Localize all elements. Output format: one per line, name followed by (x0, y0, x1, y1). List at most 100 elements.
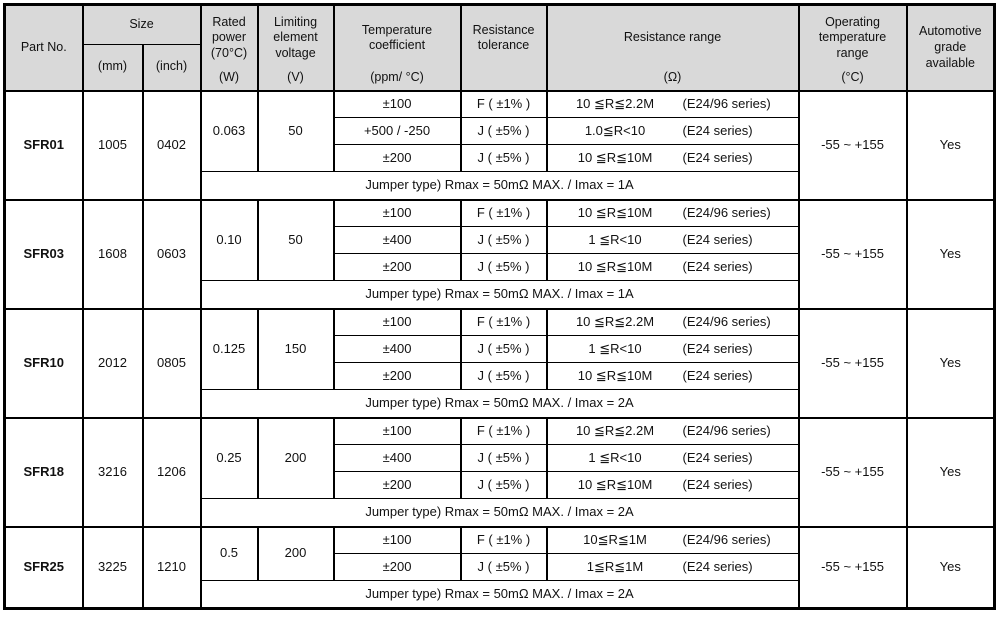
part-no-value: SFR18 (23, 463, 64, 479)
table-row: SFR10 2012 0805 0.125 150 ±100 F ( ±1% )… (3, 307, 996, 418)
size-inch-cell: 0603 (141, 198, 202, 309)
tolerance-cell: F ( ±1% ) (459, 198, 548, 227)
spec-table: Part No. Size Rated power (70°C) (W) Lim… (3, 3, 997, 610)
temp-coefficient-value: ±100 (382, 95, 412, 111)
tolerance-value: J ( ±5% ) (477, 367, 530, 383)
size-mm-label: (mm) (97, 59, 128, 74)
table-row: ±400 J ( ±5% ) 1 ≦R<10 (E24 series) (5, 226, 995, 254)
part-no-cell: SFR18 (3, 416, 84, 527)
operating-temp-value: -55 ~ +155 (821, 354, 884, 370)
temp-coefficient-unit: (ppm/ °C) (370, 69, 424, 84)
size-inch-label: (inch) (155, 59, 188, 74)
col-header-temp-coefficient: Temperature coefficient (ppm/ °C) (332, 4, 462, 91)
temp-coefficient-cell: ±200 (332, 144, 462, 172)
jumper-note-cell: Jumper type) Rmax = 50mΩ MAX. / Imax = 2… (199, 389, 800, 418)
part-no-header-label: Part No. (20, 39, 67, 54)
table-row: SFR01 1005 0402 0.063 50 ±100 F ( ±1% ) … (3, 89, 996, 200)
part-no-value: SFR01 (23, 136, 64, 152)
automotive-header-label: Automotive grade available (919, 24, 982, 70)
jumper-note-value: Jumper type) Rmax = 50mΩ MAX. / Imax = 1… (365, 176, 634, 192)
resistance-range-cell: 10 ≦R≦10M (E24 series) (545, 253, 800, 281)
col-header-rated-power: Rated power (70°C) (W) (199, 4, 259, 91)
resistance-tolerance-unit-spacer (464, 69, 544, 88)
tolerance-cell: F ( ±1% ) (459, 525, 548, 554)
limiting-voltage-cell: 150 (256, 307, 335, 390)
part-no-cell: SFR10 (3, 307, 84, 418)
operating-temp-cell: -55 ~ +155 (797, 198, 908, 309)
operating-temp-value: -55 ~ +155 (821, 463, 884, 479)
temp-coefficient-value: ±200 (382, 476, 412, 492)
limiting-voltage-value: 200 (284, 545, 307, 561)
temp-coefficient-cell: ±100 (332, 198, 462, 227)
table-row: ±400 J ( ±5% ) 1 ≦R<10 (E24 series) (5, 335, 995, 363)
table-row: SFR25 3225 1210 0.5 200 ±100 F ( ±1% ) 1… (3, 525, 996, 609)
temp-coefficient-value: ±200 (382, 149, 412, 165)
automotive-value: Yes (939, 136, 961, 152)
operating-temp-unit: (°C) (841, 69, 864, 84)
jumper-note-cell: Jumper type) Rmax = 50mΩ MAX. / Imax = 1… (199, 280, 800, 309)
rated-power-value: 0.25 (216, 449, 242, 465)
range-series: (E24 series) (682, 340, 753, 356)
rated-power-value: 0.10 (216, 231, 242, 247)
table-header: Part No. Size Rated power (70°C) (W) Lim… (3, 4, 996, 91)
tolerance-cell: F ( ±1% ) (459, 416, 548, 445)
resistance-range-cell: 10 ≦R≦10M (E24 series) (545, 362, 800, 390)
part-no-value: SFR25 (23, 558, 64, 574)
temp-coefficient-value: ±200 (382, 558, 412, 574)
tolerance-value: J ( ±5% ) (477, 476, 530, 492)
operating-temp-cell: -55 ~ +155 (797, 307, 908, 418)
resistance-range-cell: 10 ≦R≦2.2M (E24/96 series) (545, 307, 800, 336)
temp-coefficient-cell: ±400 (332, 444, 462, 472)
operating-temp-value: -55 ~ +155 (821, 558, 884, 574)
resistance-range-cell: 10 ≦R≦10M (E24 series) (545, 471, 800, 499)
tolerance-cell: J ( ±5% ) (459, 226, 548, 254)
resistance-range-header-label: Resistance range (623, 30, 722, 45)
temp-coefficient-value: ±100 (382, 422, 412, 438)
jumper-note-value: Jumper type) Rmax = 50mΩ MAX. / Imax = 1… (365, 285, 634, 301)
operating-temp-cell: -55 ~ +155 (797, 89, 908, 200)
table-row: Jumper type) Rmax = 50mΩ MAX. / Imax = 2… (5, 498, 995, 527)
range-value: 1 ≦R<10 (588, 340, 642, 356)
tolerance-value: F ( ±1% ) (476, 313, 531, 329)
jumper-note-value: Jumper type) Rmax = 50mΩ MAX. / Imax = 2… (365, 394, 634, 410)
range-series: (E24 series) (682, 449, 753, 465)
table-row: ±200 J ( ±5% ) 1≦R≦1M (E24 series) (5, 553, 995, 581)
table-row: Jumper type) Rmax = 50mΩ MAX. / Imax = 1… (5, 171, 995, 200)
range-value: 1≦R≦1M (586, 558, 644, 574)
tolerance-value: J ( ±5% ) (477, 122, 530, 138)
range-value: 10 ≦R≦10M (577, 258, 653, 274)
tolerance-value: J ( ±5% ) (477, 558, 530, 574)
col-header-part-no: Part No. (3, 4, 84, 91)
resistance-range-cell: 1≦R≦1M (E24 series) (545, 553, 800, 581)
tolerance-cell: J ( ±5% ) (459, 144, 548, 172)
temp-coefficient-value: +500 / -250 (363, 122, 431, 138)
temp-coefficient-cell: ±200 (332, 362, 462, 390)
size-mm-cell: 2012 (81, 307, 144, 418)
jumper-note-cell: Jumper type) Rmax = 50mΩ MAX. / Imax = 2… (199, 498, 800, 527)
jumper-note-cell: Jumper type) Rmax = 50mΩ MAX. / Imax = 2… (199, 580, 800, 609)
col-header-limiting-voltage: Limiting element voltage (V) (256, 4, 335, 91)
rated-power-cell: 0.125 (199, 307, 259, 390)
col-header-size-inch: (inch) (141, 44, 202, 91)
resistance-range-cell: 10 ≦R≦10M (E24 series) (545, 144, 800, 172)
limiting-voltage-value: 50 (288, 122, 303, 138)
operating-temp-header-label: Operating temperature range (818, 14, 887, 61)
range-series: (E24/96 series) (682, 95, 771, 111)
resistance-range-cell: 10 ≦R≦10M (E24/96 series) (545, 198, 800, 227)
tolerance-cell: J ( ±5% ) (459, 117, 548, 145)
table-row: ±200 J ( ±5% ) 10 ≦R≦10M (E24 series) (5, 253, 995, 281)
col-header-size: Size (81, 4, 202, 45)
temp-coefficient-cell: ±100 (332, 89, 462, 118)
table-row: ±200 J ( ±5% ) 10 ≦R≦10M (E24 series) (5, 471, 995, 499)
datasheet-page: Part No. Size Rated power (70°C) (W) Lim… (0, 3, 1000, 620)
tolerance-value: F ( ±1% ) (476, 95, 531, 111)
range-value: 10 ≦R≦2.2M (575, 422, 655, 438)
resistance-range-cell: 10 ≦R≦2.2M (E24/96 series) (545, 89, 800, 118)
jumper-note-value: Jumper type) Rmax = 50mΩ MAX. / Imax = 2… (365, 503, 634, 519)
size-mm-value: 1005 (98, 136, 127, 152)
range-series: (E24/96 series) (682, 204, 771, 220)
size-inch-value: 0603 (157, 245, 186, 261)
temp-coefficient-value: ±400 (382, 340, 412, 356)
automotive-cell: Yes (905, 525, 996, 609)
resistance-tolerance-header-label: Resistance tolerance (472, 22, 535, 53)
